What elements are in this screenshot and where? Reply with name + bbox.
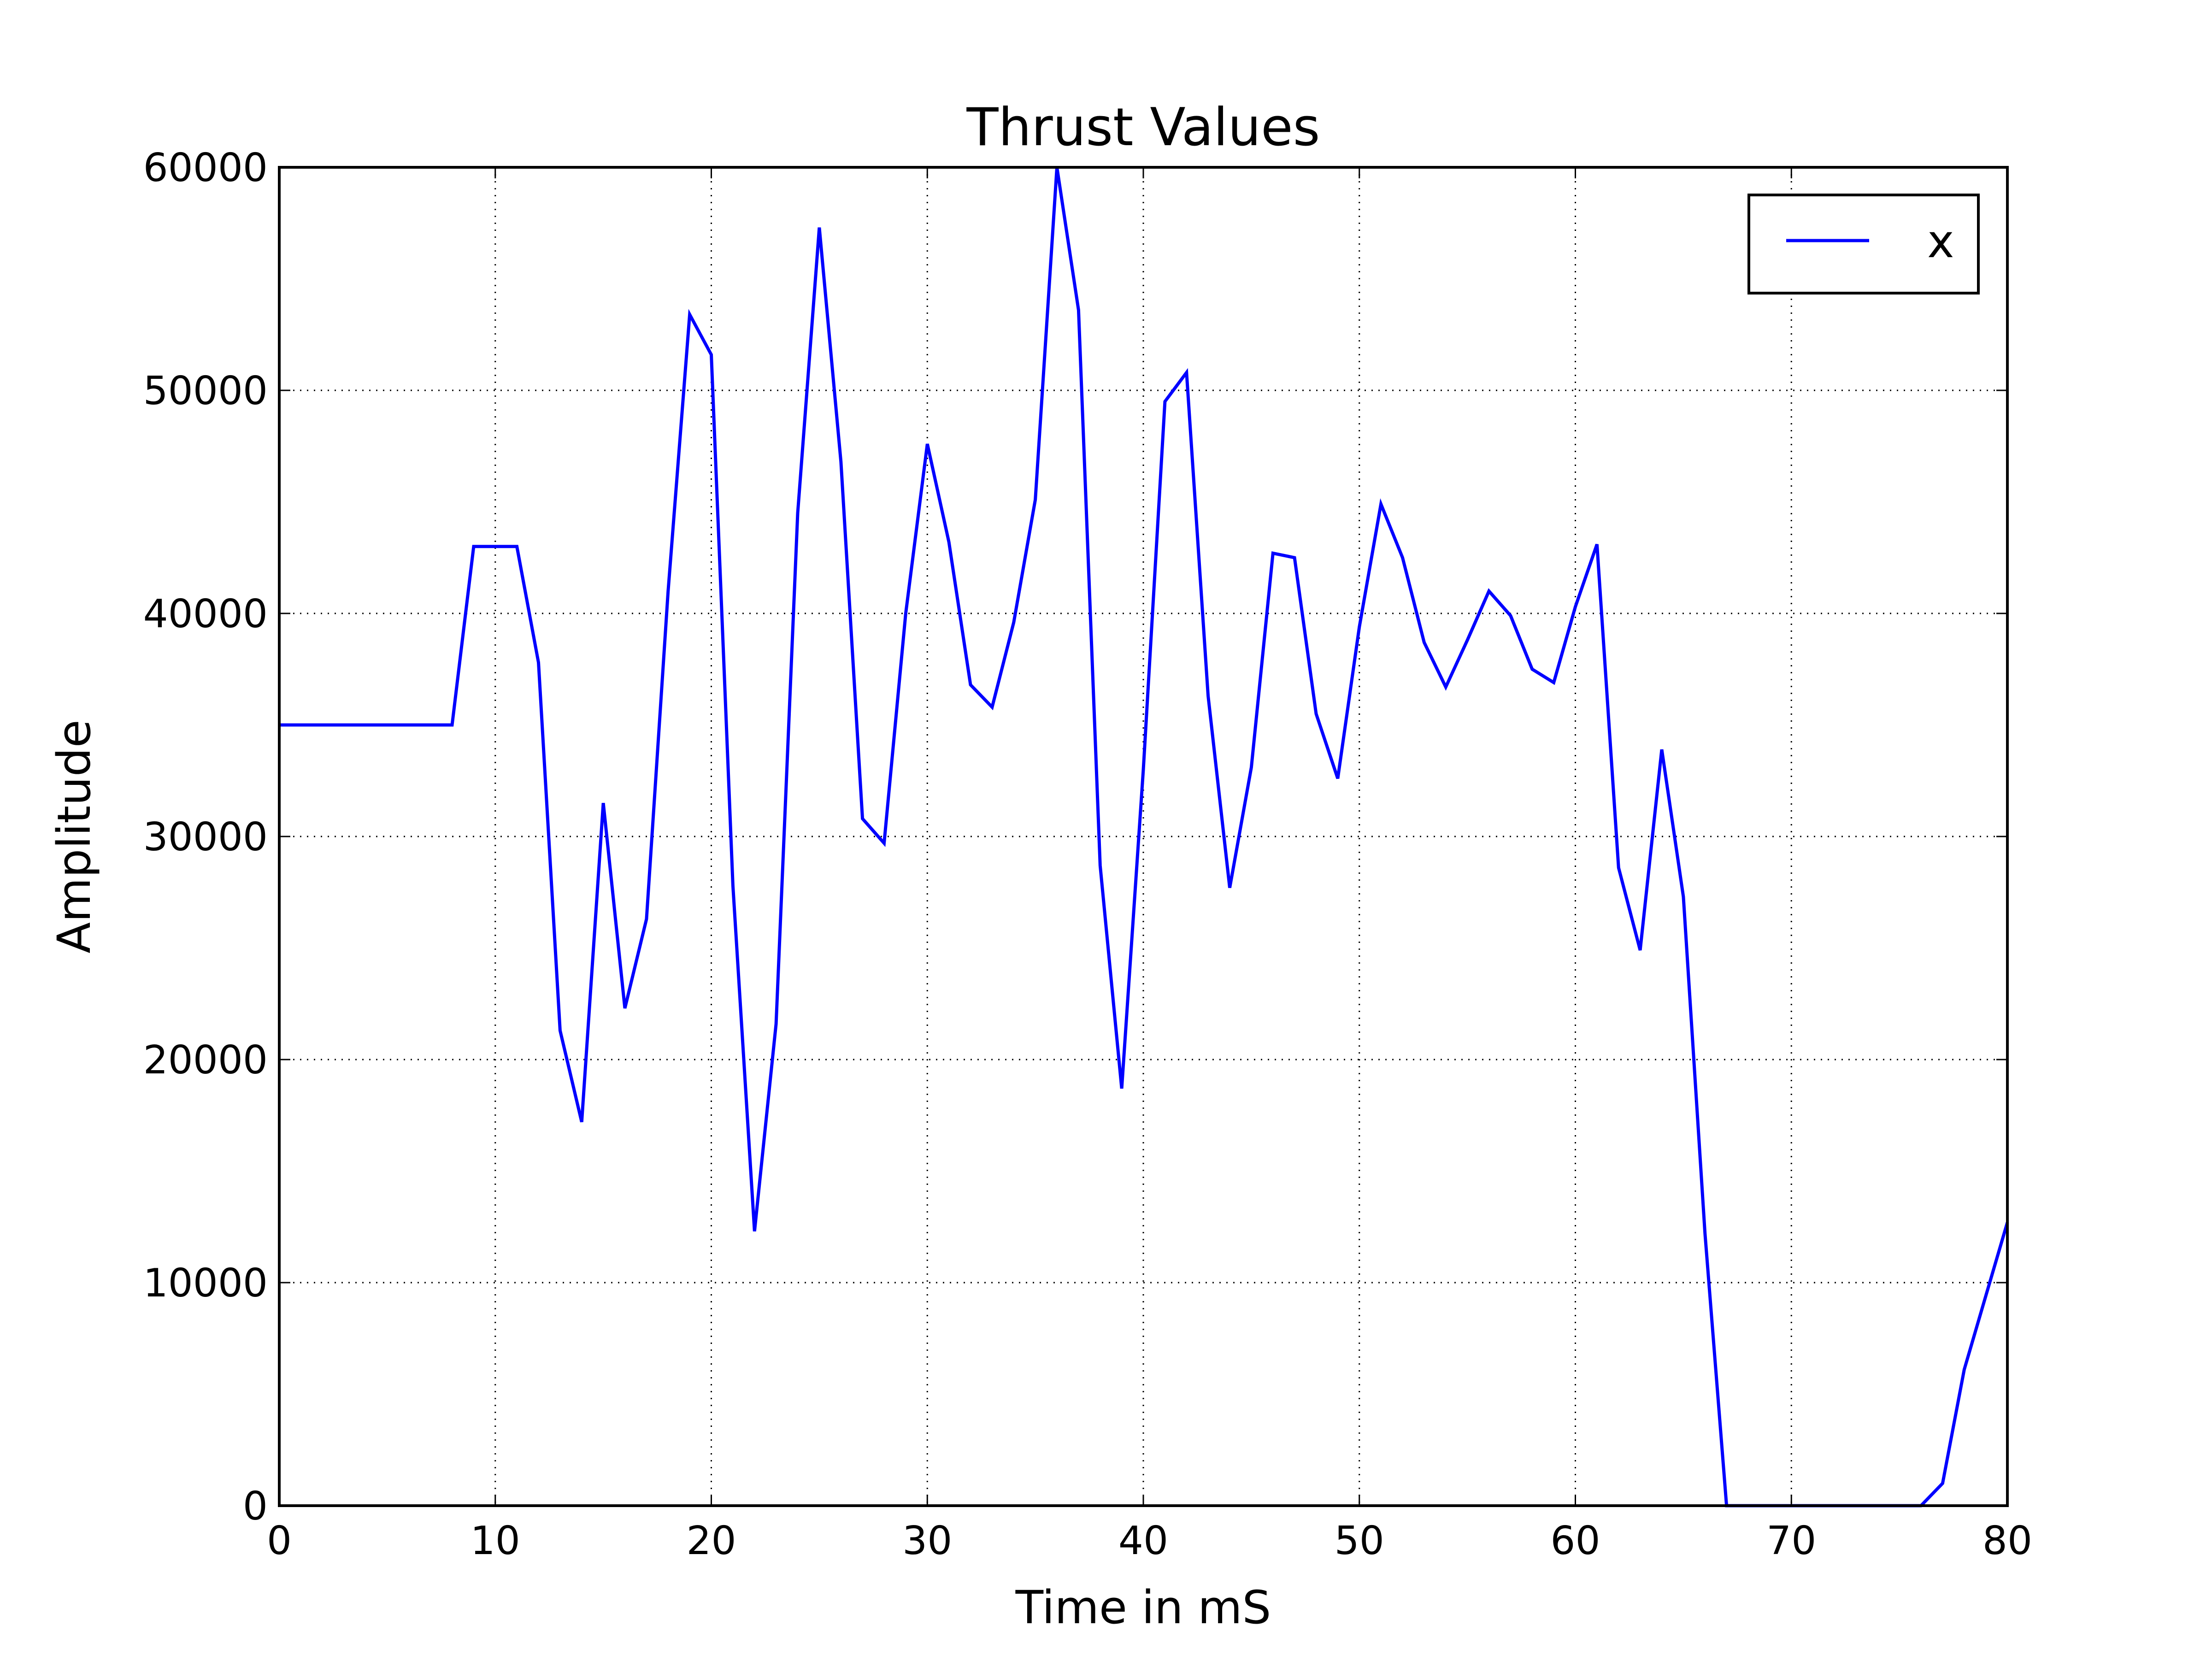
y-tick-label: 0 <box>243 1484 268 1529</box>
y-tick-label: 10000 <box>143 1260 268 1306</box>
series-layer <box>279 167 2009 1508</box>
x-tick-label: 10 <box>471 1518 520 1564</box>
y-tick-label: 30000 <box>143 814 268 860</box>
x-tick-label: 20 <box>686 1518 736 1564</box>
grid-lines <box>279 167 2007 1506</box>
y-tick-label: 20000 <box>143 1037 268 1083</box>
x-tick-label: 60 <box>1550 1518 1600 1564</box>
y-tick-label: 50000 <box>143 368 268 414</box>
x-tick-label: 40 <box>1118 1518 1168 1564</box>
legend-box <box>1747 194 1980 295</box>
x-tick-label: 0 <box>267 1518 292 1564</box>
legend-label: x <box>1927 215 1954 268</box>
axis-ticks: 0 10 20 30 40 50 60 70 80 0 10000 20000 30000 40000 50… <box>143 145 2032 1564</box>
x-axis-label: Time in mS <box>1015 1581 1271 1634</box>
y-tick-label: 60000 <box>143 145 268 191</box>
x-tick-label: 70 <box>1766 1518 1816 1564</box>
y-tick-label: 40000 <box>143 591 268 637</box>
legend: x <box>1747 194 1980 295</box>
x-tick-label: 50 <box>1335 1518 1384 1564</box>
chart-title: Thrust Values <box>966 97 1320 158</box>
series-line-x <box>279 167 2009 1508</box>
y-axis-label: Amplitude <box>48 719 101 953</box>
x-tick-label: 80 <box>1983 1518 2032 1564</box>
x-tick-label: 30 <box>902 1518 952 1564</box>
